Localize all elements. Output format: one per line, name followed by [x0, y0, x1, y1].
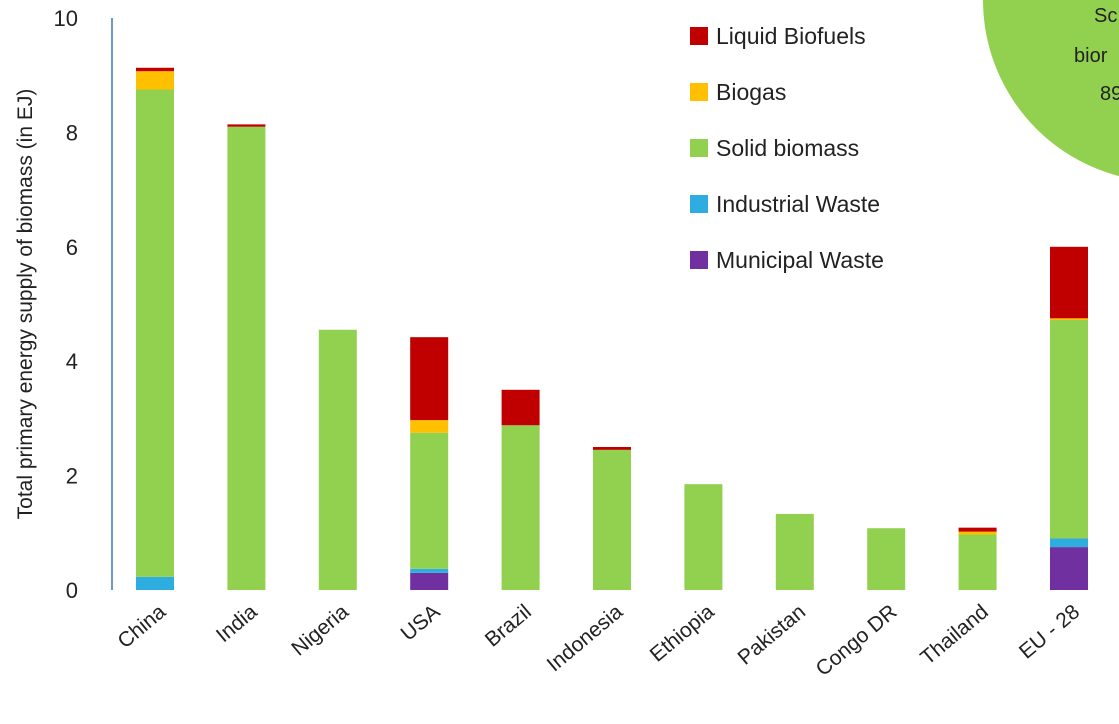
x-tick-label-congo-dr: Congo DR: [812, 600, 902, 681]
y-tick-label: 8: [66, 120, 78, 145]
bar-china-biogas: [136, 71, 174, 90]
x-tick-label-usa: USA: [397, 600, 445, 645]
bar-eu-28-solid-biomass: [1050, 320, 1088, 539]
bar-eu-28-municipal-waste: [1050, 547, 1088, 590]
x-tick-labels: China India Nigeria USA Brazil Indonesia Ethio…: [113, 600, 1084, 681]
bar-pakistan-solid-biomass: [775, 513, 814, 590]
y-tick-labels: 0 2 4 6 8 10: [54, 6, 78, 603]
bar-nigeria-solid-biomass: [318, 329, 357, 590]
legend-swatch-biogas: [690, 83, 708, 101]
bar-brazil-solid-biomass: [501, 425, 540, 590]
y-tick-label: 4: [66, 349, 78, 374]
x-tick-label-nigeria: Nigeria: [287, 600, 353, 661]
y-tick-label: 0: [66, 578, 78, 603]
legend-swatch-liquid-biofuels: [690, 27, 708, 45]
bar-usa-solid-biomass: [410, 432, 449, 569]
bar-congo-dr-solid-biomass: [867, 528, 906, 590]
y-axis-label: Total primary energy supply of biomass (…: [14, 89, 37, 520]
bar-thailand-liquid-biofuels: [958, 527, 997, 532]
legend-swatch-solid-biomass: [690, 139, 708, 157]
inset-label-line-3: 89: [1100, 83, 1119, 105]
bar-eu-28-industrial-waste: [1050, 538, 1088, 548]
bar-thailand-solid-biomass: [958, 534, 997, 590]
y-tick-label: 10: [54, 6, 78, 31]
bar-thailand-biogas: [958, 531, 997, 535]
bar-eu-28-biogas: [1050, 318, 1088, 321]
x-tick-label-india: India: [212, 600, 262, 647]
x-tick-label-brazil: Brazil: [481, 600, 536, 651]
bar-indonesia-liquid-biofuels: [593, 447, 631, 450]
bars-group: [136, 67, 1088, 591]
y-tick-label: 2: [66, 464, 78, 489]
inset-pie-fragment: Sc bior 89: [983, 0, 1119, 177]
bar-india-solid-biomass: [227, 126, 266, 591]
bar-brazil-liquid-biofuels: [501, 389, 540, 426]
legend: Liquid Biofuels Biogas Solid biomass Indust…: [690, 23, 884, 273]
x-tick-label-ethiopia: Ethiopia: [646, 600, 719, 667]
bar-china-industrial-waste: [136, 576, 174, 590]
x-tick-label-thailand: Thailand: [916, 600, 992, 669]
inset-label-line-1: Sc: [1094, 5, 1117, 27]
legend-label-biogas: Biogas: [716, 79, 786, 105]
legend-label-solid-biomass: Solid biomass: [716, 135, 859, 161]
bar-usa-liquid-biofuels: [410, 337, 449, 421]
bar-usa-municipal-waste: [410, 572, 449, 590]
legend-label-liquid-biofuels: Liquid Biofuels: [716, 23, 866, 49]
legend-label-industrial-waste: Industrial Waste: [716, 191, 880, 217]
bar-china-liquid-biofuels: [136, 67, 174, 72]
y-tick-label: 6: [66, 235, 78, 260]
bar-china-solid-biomass: [136, 89, 174, 577]
x-tick-label-eu-28: EU - 28: [1015, 600, 1084, 663]
x-tick-label-indonesia: Indonesia: [543, 600, 628, 676]
bar-indonesia-solid-biomass: [593, 449, 631, 590]
bar-ethiopia-solid-biomass: [684, 484, 723, 590]
bar-usa-biogas: [410, 420, 449, 433]
x-tick-label-china: China: [113, 600, 170, 653]
bar-india-liquid-biofuels: [227, 124, 266, 127]
legend-swatch-municipal-waste: [690, 251, 708, 269]
bar-usa-industrial-waste: [410, 568, 449, 573]
bar-eu-28-liquid-biofuels: [1050, 246, 1088, 319]
x-tick-label-pakistan: Pakistan: [734, 600, 810, 669]
legend-label-municipal-waste: Municipal Waste: [716, 247, 884, 273]
inset-pie-slice: [983, 0, 1119, 177]
inset-label-line-2: bior: [1074, 45, 1108, 67]
legend-swatch-industrial-waste: [690, 195, 708, 213]
